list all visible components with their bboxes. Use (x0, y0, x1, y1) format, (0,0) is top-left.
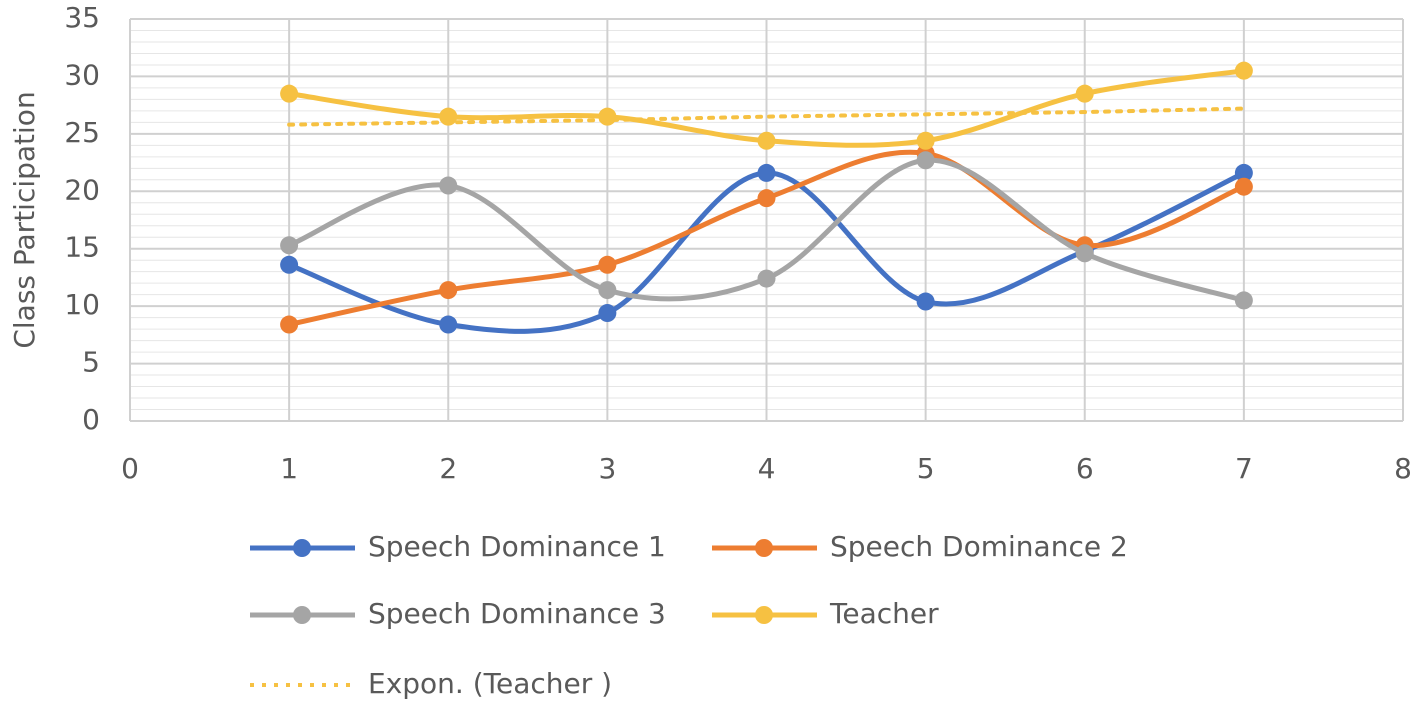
y-tick-label: 25 (64, 116, 100, 149)
legend-marker (755, 539, 773, 557)
y-tick-label: 10 (64, 288, 100, 321)
x-tick-label: 8 (1394, 452, 1412, 485)
trendline (287, 106, 1246, 127)
data-point (598, 281, 617, 300)
legend-label: Speech Dominance 3 (368, 597, 666, 630)
data-point (757, 189, 776, 208)
data-point (757, 269, 776, 288)
data-point (280, 315, 299, 334)
x-tick-label: 2 (439, 452, 457, 485)
y-tick-label: 15 (64, 231, 100, 264)
y-tick-label: 35 (64, 1, 100, 34)
x-tick-label: 5 (917, 452, 935, 485)
data-point (439, 315, 458, 334)
y-tick-label: 20 (64, 173, 100, 206)
data-point (439, 281, 458, 300)
legend-label: Speech Dominance 1 (368, 530, 666, 563)
data-point (1234, 177, 1253, 196)
data-point (598, 255, 617, 274)
data-point (280, 236, 299, 255)
data-point (916, 151, 935, 170)
legend-marker (755, 606, 773, 624)
x-tick-label: 1 (280, 452, 298, 485)
data-point (1234, 291, 1253, 310)
y-tick-label: 5 (82, 346, 100, 379)
legend-label: Expon. (Teacher ) (368, 667, 612, 700)
y-tick-label: 30 (64, 58, 100, 91)
legend-marker (293, 539, 311, 557)
x-tick-label: 6 (1076, 452, 1094, 485)
data-point (757, 163, 776, 182)
data-point (1075, 84, 1094, 103)
data-point (757, 131, 776, 150)
legend-label: Teacher (829, 597, 939, 630)
y-tick-label: 0 (82, 403, 100, 436)
data-point (1075, 244, 1094, 263)
x-tick-label: 0 (121, 452, 139, 485)
data-point (916, 131, 935, 150)
x-tick-label: 4 (758, 452, 776, 485)
data-point (280, 84, 299, 103)
data-point (1234, 61, 1253, 80)
data-point (598, 304, 617, 323)
x-tick-label: 3 (598, 452, 616, 485)
x-tick-label: 7 (1235, 452, 1253, 485)
data-point (916, 292, 935, 311)
data-point (598, 107, 617, 126)
data-point (439, 176, 458, 195)
data-point (1234, 163, 1253, 182)
legend-label: Speech Dominance 2 (830, 530, 1128, 563)
legend-marker (293, 606, 311, 624)
y-axis-title: Class Participation (8, 91, 41, 348)
data-point (280, 255, 299, 274)
